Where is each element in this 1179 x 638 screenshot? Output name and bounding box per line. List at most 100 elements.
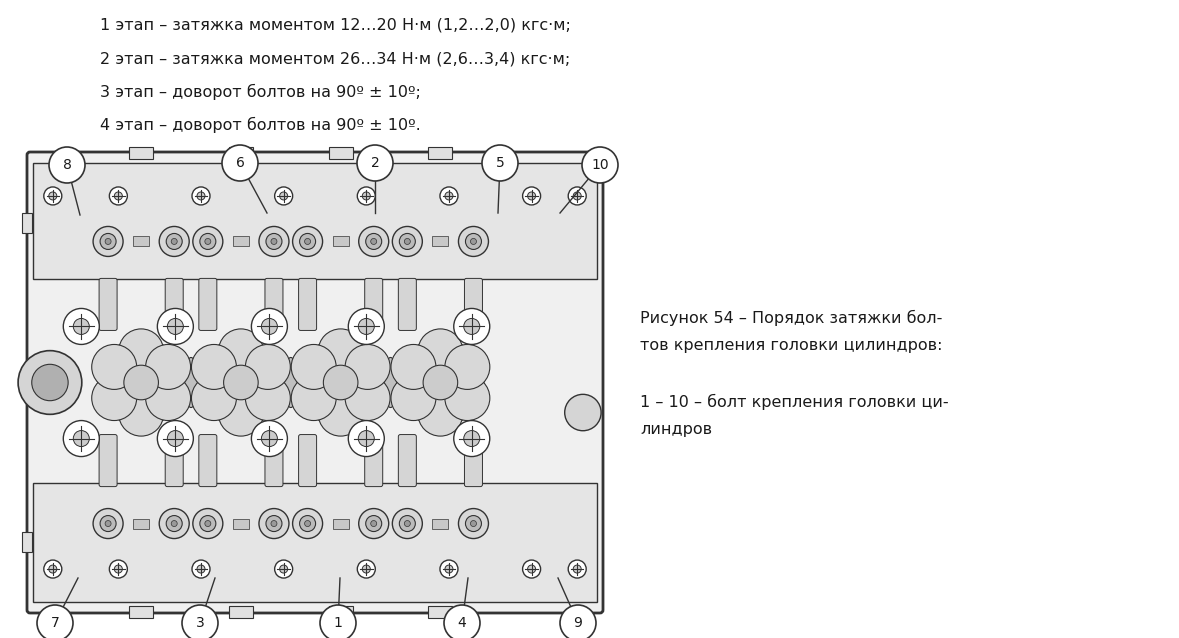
Circle shape — [292, 226, 323, 256]
Circle shape — [357, 187, 375, 205]
Text: 6: 6 — [236, 156, 244, 170]
Circle shape — [157, 420, 193, 457]
Circle shape — [166, 234, 183, 249]
Circle shape — [218, 391, 263, 436]
Circle shape — [93, 226, 123, 256]
Circle shape — [271, 521, 277, 526]
Circle shape — [393, 226, 422, 256]
Circle shape — [110, 560, 127, 578]
Circle shape — [192, 560, 210, 578]
Text: 5: 5 — [495, 156, 505, 170]
Circle shape — [318, 391, 363, 436]
Circle shape — [365, 234, 382, 249]
Bar — [332, 237, 349, 246]
FancyBboxPatch shape — [99, 278, 117, 330]
Bar — [130, 147, 153, 159]
Circle shape — [345, 345, 390, 389]
Circle shape — [404, 521, 410, 526]
Circle shape — [391, 345, 436, 389]
Circle shape — [560, 605, 597, 638]
FancyBboxPatch shape — [27, 152, 602, 613]
FancyBboxPatch shape — [298, 278, 317, 330]
FancyBboxPatch shape — [364, 278, 383, 330]
Circle shape — [159, 508, 189, 538]
FancyBboxPatch shape — [165, 278, 183, 330]
Circle shape — [245, 345, 290, 389]
Circle shape — [92, 345, 137, 389]
Circle shape — [345, 376, 390, 420]
Circle shape — [100, 516, 116, 531]
Bar — [428, 147, 453, 159]
Circle shape — [262, 318, 277, 334]
Text: 4: 4 — [457, 616, 467, 630]
Bar — [22, 531, 32, 552]
Circle shape — [193, 508, 223, 538]
Bar — [329, 606, 353, 618]
Circle shape — [157, 308, 193, 345]
Circle shape — [362, 565, 370, 573]
Circle shape — [466, 234, 481, 249]
Circle shape — [573, 565, 581, 573]
Circle shape — [92, 376, 137, 420]
Circle shape — [182, 605, 218, 638]
Text: 10: 10 — [591, 158, 608, 172]
Circle shape — [199, 234, 216, 249]
Circle shape — [357, 145, 393, 181]
Bar — [22, 213, 32, 234]
Circle shape — [64, 308, 99, 345]
Circle shape — [417, 329, 463, 374]
Circle shape — [259, 226, 289, 256]
Bar — [130, 606, 153, 618]
Circle shape — [454, 420, 489, 457]
Circle shape — [320, 605, 356, 638]
Circle shape — [400, 234, 415, 249]
Circle shape — [167, 431, 184, 447]
Bar — [33, 482, 597, 602]
Circle shape — [218, 329, 263, 374]
Circle shape — [146, 345, 191, 389]
Circle shape — [18, 351, 81, 414]
Circle shape — [266, 516, 282, 531]
Circle shape — [348, 420, 384, 457]
Circle shape — [417, 391, 463, 436]
Circle shape — [197, 565, 205, 573]
Circle shape — [482, 145, 518, 181]
Circle shape — [64, 420, 99, 457]
Circle shape — [251, 420, 288, 457]
Circle shape — [444, 345, 489, 389]
Circle shape — [119, 391, 164, 436]
Text: 3: 3 — [196, 616, 204, 630]
Bar — [233, 237, 249, 246]
Circle shape — [114, 565, 123, 573]
Circle shape — [275, 187, 292, 205]
Circle shape — [205, 521, 211, 526]
Circle shape — [93, 508, 123, 538]
Circle shape — [568, 187, 586, 205]
Circle shape — [582, 147, 618, 183]
Circle shape — [459, 226, 488, 256]
FancyBboxPatch shape — [465, 434, 482, 487]
Bar — [332, 519, 349, 528]
Circle shape — [370, 521, 377, 526]
Circle shape — [159, 226, 189, 256]
Circle shape — [527, 565, 535, 573]
Text: 1: 1 — [334, 616, 342, 630]
FancyBboxPatch shape — [165, 434, 183, 487]
Text: 3 этап – доворот болтов на 90º ± 10º;: 3 этап – доворот болтов на 90º ± 10º; — [100, 84, 421, 100]
Circle shape — [73, 318, 90, 334]
Text: 9: 9 — [573, 616, 582, 630]
Circle shape — [440, 560, 457, 578]
Bar — [329, 147, 353, 159]
Circle shape — [466, 516, 481, 531]
Circle shape — [444, 376, 489, 420]
Circle shape — [522, 187, 541, 205]
Circle shape — [444, 192, 453, 200]
Circle shape — [224, 365, 258, 400]
Bar — [433, 519, 448, 528]
Circle shape — [275, 560, 292, 578]
FancyBboxPatch shape — [265, 434, 283, 487]
Circle shape — [146, 376, 191, 420]
Circle shape — [110, 187, 127, 205]
Circle shape — [198, 339, 284, 426]
Circle shape — [440, 187, 457, 205]
